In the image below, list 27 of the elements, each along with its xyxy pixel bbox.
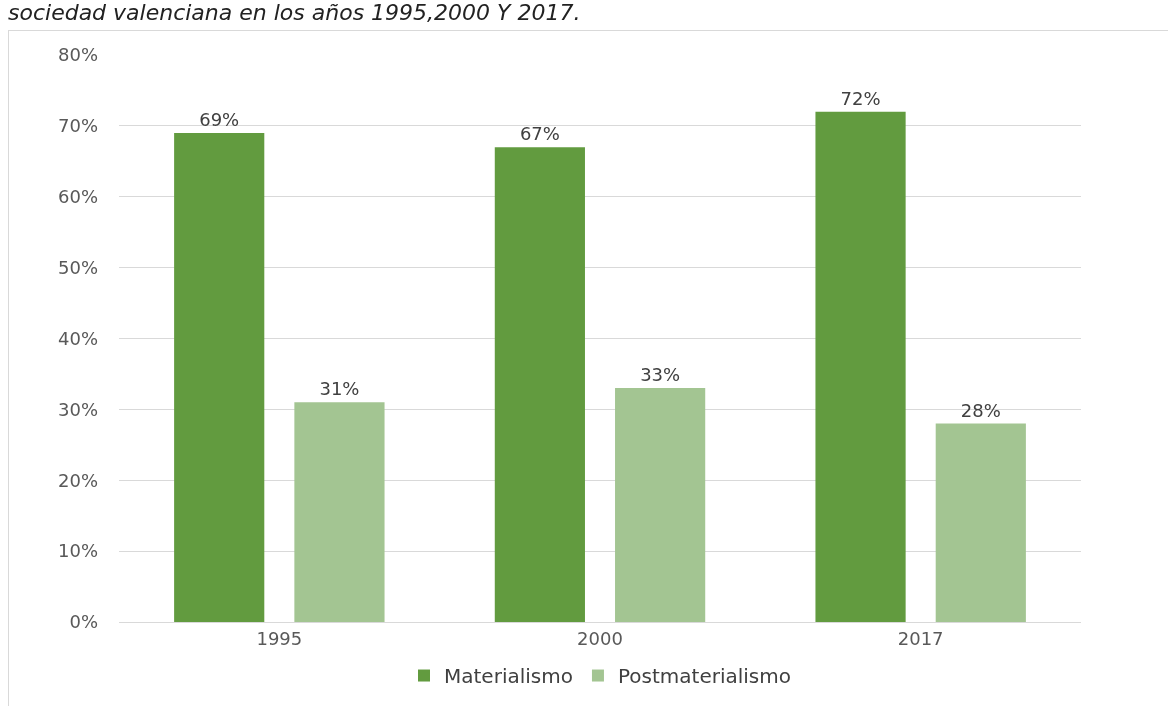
- y-tick-label: 0%: [69, 611, 98, 633]
- x-tick-label: 2000: [577, 627, 623, 649]
- y-tick-label: 10%: [57, 540, 98, 562]
- y-tick-label: 80%: [57, 44, 98, 66]
- bar: [174, 132, 265, 622]
- y-tick-label: 20%: [57, 469, 98, 491]
- y-tick-label: 70%: [57, 115, 98, 137]
- text: 31%: [319, 378, 360, 400]
- bar: [935, 423, 1026, 622]
- bar: [815, 111, 906, 622]
- legend-label: Materialismo: [444, 664, 573, 689]
- bar: [294, 402, 385, 622]
- bar: [494, 147, 585, 622]
- y-tick-label: 40%: [57, 327, 98, 349]
- y-tick-label: 50%: [57, 256, 98, 278]
- legend-label: Postmaterialismo: [617, 664, 791, 689]
- y-tick-label: 30%: [57, 398, 98, 420]
- text: 67%: [519, 123, 560, 145]
- text: 69%: [199, 108, 240, 130]
- text: 72%: [840, 87, 881, 109]
- y-tick-label: 60%: [57, 186, 98, 208]
- bar: [615, 388, 706, 622]
- text: 33%: [640, 364, 681, 386]
- x-tick-label: 1995: [256, 627, 303, 649]
- x-tick-label: 2017: [897, 627, 944, 649]
- chart-title: sociedad valenciana en los años 1995,2000 Y 2017.: [8, 0, 581, 25]
- text: 28%: [960, 399, 1001, 421]
